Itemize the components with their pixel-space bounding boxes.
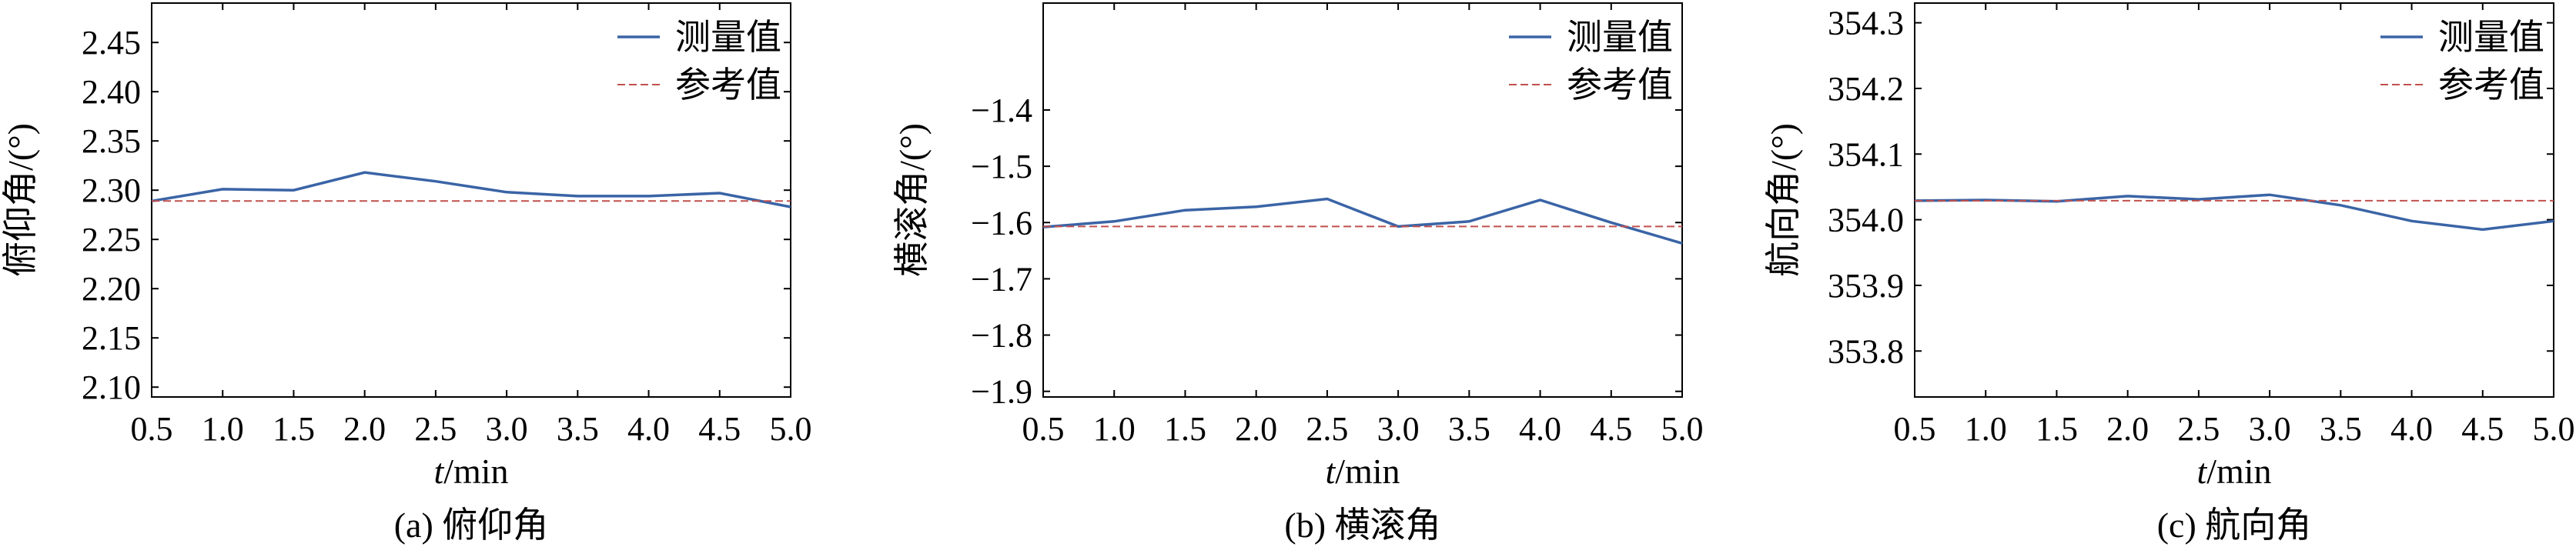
x-tick-label: 3.5: [2320, 410, 2362, 448]
y-tick-label: 2.20: [82, 270, 141, 308]
y-tick-label: −1.6: [971, 204, 1032, 242]
y-tick-label: 354.1: [1828, 135, 1904, 173]
y-tick-label: 354.3: [1828, 5, 1904, 42]
x-tick-label: 1.0: [1093, 410, 1136, 448]
y-tick-label: 2.25: [82, 221, 141, 258]
y-tick-label: −1.8: [971, 317, 1032, 355]
x-axis-label-unit: /min: [1335, 452, 1400, 491]
plot-frame: [151, 2, 791, 398]
y-tick-label: 2.10: [82, 369, 141, 406]
x-tick-label: 5.0: [1661, 410, 1704, 448]
x-tick-label: 4.0: [2390, 410, 2433, 448]
x-tick-label: 3.0: [2249, 410, 2291, 448]
y-axis-label: 俯仰角/(°): [1, 123, 40, 277]
y-tick-label: −1.4: [971, 92, 1032, 129]
x-tick-label: 4.5: [2461, 410, 2504, 448]
y-tick-label: 353.8: [1828, 332, 1904, 370]
x-tick-label: 2.5: [2177, 410, 2220, 448]
panel-caption: (b) 横滚角: [1284, 505, 1440, 545]
legend-reference-label: 参考值: [1567, 65, 1673, 105]
chart-panel-1: 0.5 1.0 1.5 2.0 2.5 3.0 3.5 4.0 4.5 5.0 2.10 2.15 2.…: [1, 2, 812, 545]
y-tick-label: 2.15: [82, 319, 141, 357]
x-tick-label: 0.5: [131, 410, 173, 448]
x-axis-label: t/min: [433, 452, 508, 491]
y-tick-label: 354.0: [1828, 202, 1904, 239]
x-tick-label: 2.0: [343, 410, 386, 448]
y-axis-label: 航向角/(°): [1764, 123, 1803, 277]
measured-line: [151, 171, 791, 208]
measured-line: [1042, 197, 1683, 245]
panel-caption: (c) 航向角: [2157, 505, 2312, 545]
y-tick-label: 2.30: [82, 172, 141, 209]
x-tick-label: 3.0: [1377, 410, 1420, 448]
y-tick-label: 2.45: [82, 24, 141, 62]
legend-measured-label: 测量值: [1567, 18, 1673, 57]
x-tick-label: 2.5: [414, 410, 457, 448]
x-tick-label: 0.5: [1894, 410, 1936, 448]
x-tick-label: 4.0: [1519, 410, 1561, 448]
x-tick-label: 4.0: [627, 410, 670, 448]
x-tick-label: 3.5: [1448, 410, 1490, 448]
x-axis-label: t/min: [2196, 452, 2271, 491]
x-tick-label: 2.0: [1235, 410, 1277, 448]
legend-measured-label: 测量值: [2438, 18, 2544, 57]
x-axis-label-var: t: [433, 452, 444, 491]
plot-frame: [1042, 2, 1683, 398]
y-tick-label: 2.40: [82, 73, 141, 111]
x-axis-label-unit: /min: [2206, 452, 2271, 491]
x-tick-label: 1.0: [1965, 410, 2007, 448]
legend-reference-label: 参考值: [2438, 65, 2544, 105]
x-tick-label: 1.5: [273, 410, 315, 448]
x-tick-label: 1.5: [1164, 410, 1206, 448]
x-tick-label: 5.0: [770, 410, 812, 448]
x-tick-label: 3.0: [486, 410, 528, 448]
x-axis-label-var: t: [2196, 452, 2207, 491]
x-tick-label: 1.0: [202, 410, 244, 448]
x-tick-label: 4.5: [1590, 410, 1632, 448]
x-tick-label: 5.0: [2533, 410, 2575, 448]
y-axis-label: 横滚角/(°): [892, 123, 932, 277]
panel-caption: (a) 俯仰角: [394, 505, 549, 545]
x-tick-label: 3.5: [557, 410, 599, 448]
y-tick-label: 353.9: [1828, 267, 1904, 305]
y-tick-label: 354.2: [1828, 70, 1904, 108]
chart-panel-3: 0.5 1.0 1.5 2.0 2.5 3.0 3.5 4.0 4.5 5.0 353.8 353.9…: [1764, 2, 2575, 545]
x-tick-label: 2.5: [1306, 410, 1348, 448]
legend-reference-label: 参考值: [675, 65, 781, 105]
y-tick-label: −1.7: [971, 260, 1032, 298]
x-tick-label: 1.5: [2036, 410, 2078, 448]
x-tick-label: 4.5: [698, 410, 741, 448]
y-tick-label: 2.35: [82, 122, 141, 160]
y-tick-label: −1.9: [971, 373, 1032, 411]
x-tick-label: 0.5: [1022, 410, 1065, 448]
x-axis-label-var: t: [1325, 452, 1336, 491]
legend-measured-label: 测量值: [675, 18, 781, 57]
x-tick-label: 2.0: [2106, 410, 2149, 448]
x-axis-label: t/min: [1325, 452, 1400, 491]
chart-panel-2: 0.5 1.0 1.5 2.0 2.5 3.0 3.5 4.0 4.5 5.0 −1.4 −1.5 −1…: [892, 2, 1704, 545]
y-tick-label: −1.5: [971, 148, 1032, 185]
x-axis-label-unit: /min: [443, 452, 508, 491]
